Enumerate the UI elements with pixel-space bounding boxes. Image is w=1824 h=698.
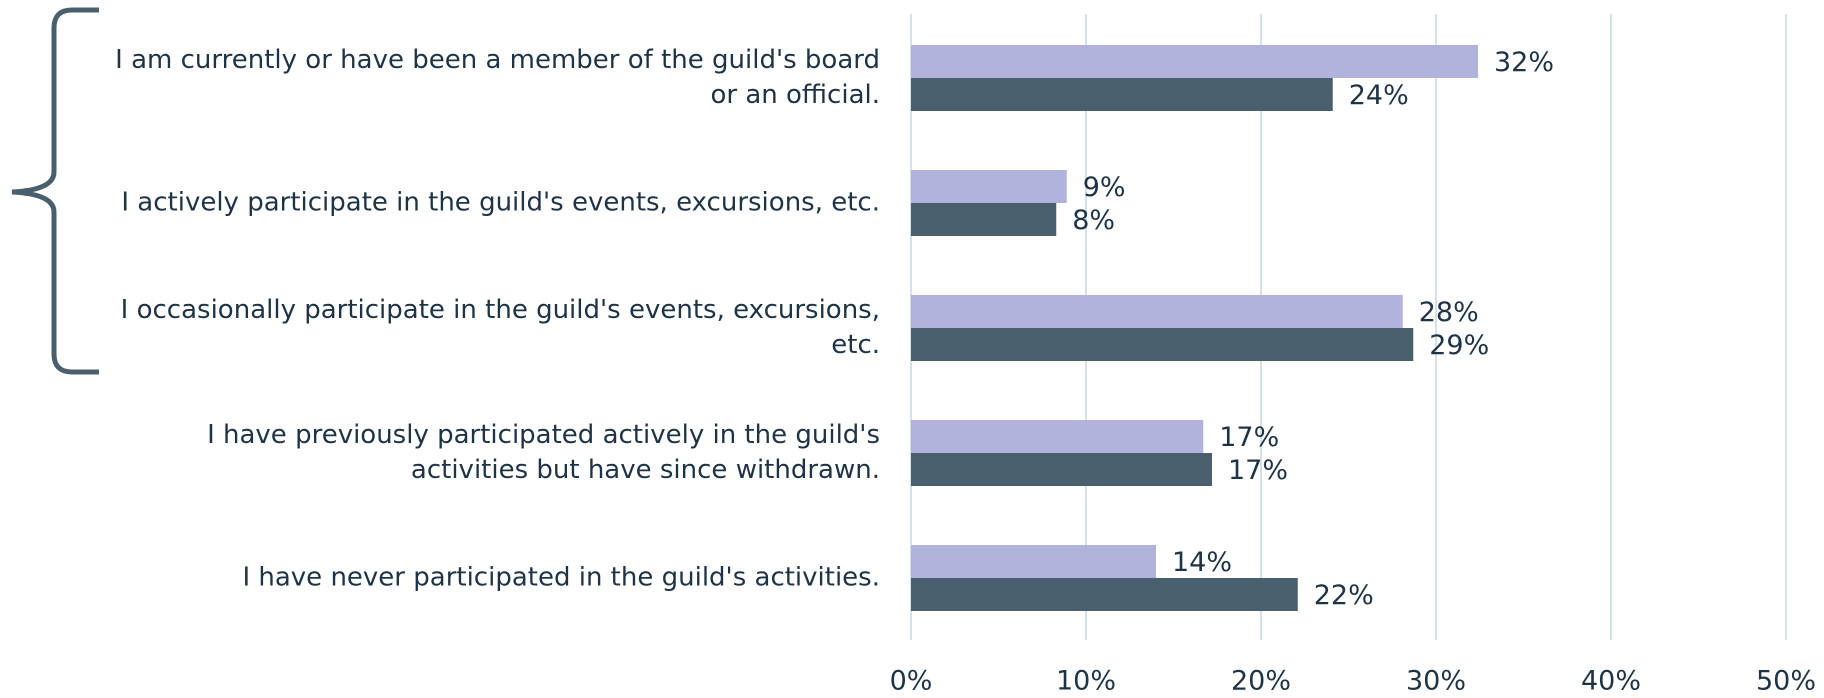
x-tick-label: 0%: [890, 666, 933, 697]
value-label: 9%: [1083, 172, 1126, 203]
category-label: I have never participated in the guild's…: [242, 562, 880, 593]
value-label: 24%: [1349, 80, 1409, 111]
value-label: 14%: [1172, 547, 1232, 578]
value-label: 17%: [1219, 422, 1279, 453]
value-label: 28%: [1419, 297, 1479, 328]
category-label: I have previously participated actively …: [207, 420, 880, 485]
bracket: [11, 7, 99, 375]
value-label: 32%: [1494, 47, 1554, 78]
bar: [911, 295, 1403, 328]
bar: [911, 453, 1212, 486]
value-label: 17%: [1228, 455, 1288, 486]
x-tick-label: 40%: [1581, 666, 1641, 697]
bar: [911, 78, 1333, 111]
bar: [911, 578, 1298, 611]
value-label: 22%: [1314, 580, 1374, 611]
bar: [911, 203, 1057, 236]
x-tick-label: 20%: [1231, 666, 1291, 697]
x-tick-label: 30%: [1406, 666, 1466, 697]
value-label: 29%: [1429, 330, 1489, 361]
bar: [911, 170, 1067, 203]
x-tick-label: 50%: [1756, 666, 1816, 697]
value-label: 8%: [1072, 205, 1115, 236]
category-label: I occasionally participate in the guild'…: [120, 295, 880, 360]
bar: [911, 545, 1156, 578]
bar: [911, 45, 1478, 78]
bar: [911, 328, 1414, 361]
x-tick-label: 10%: [1056, 666, 1116, 697]
category-label: I actively participate in the guild's ev…: [121, 187, 880, 218]
bar: [911, 420, 1204, 453]
category-label: I am currently or have been a member of …: [115, 45, 880, 110]
